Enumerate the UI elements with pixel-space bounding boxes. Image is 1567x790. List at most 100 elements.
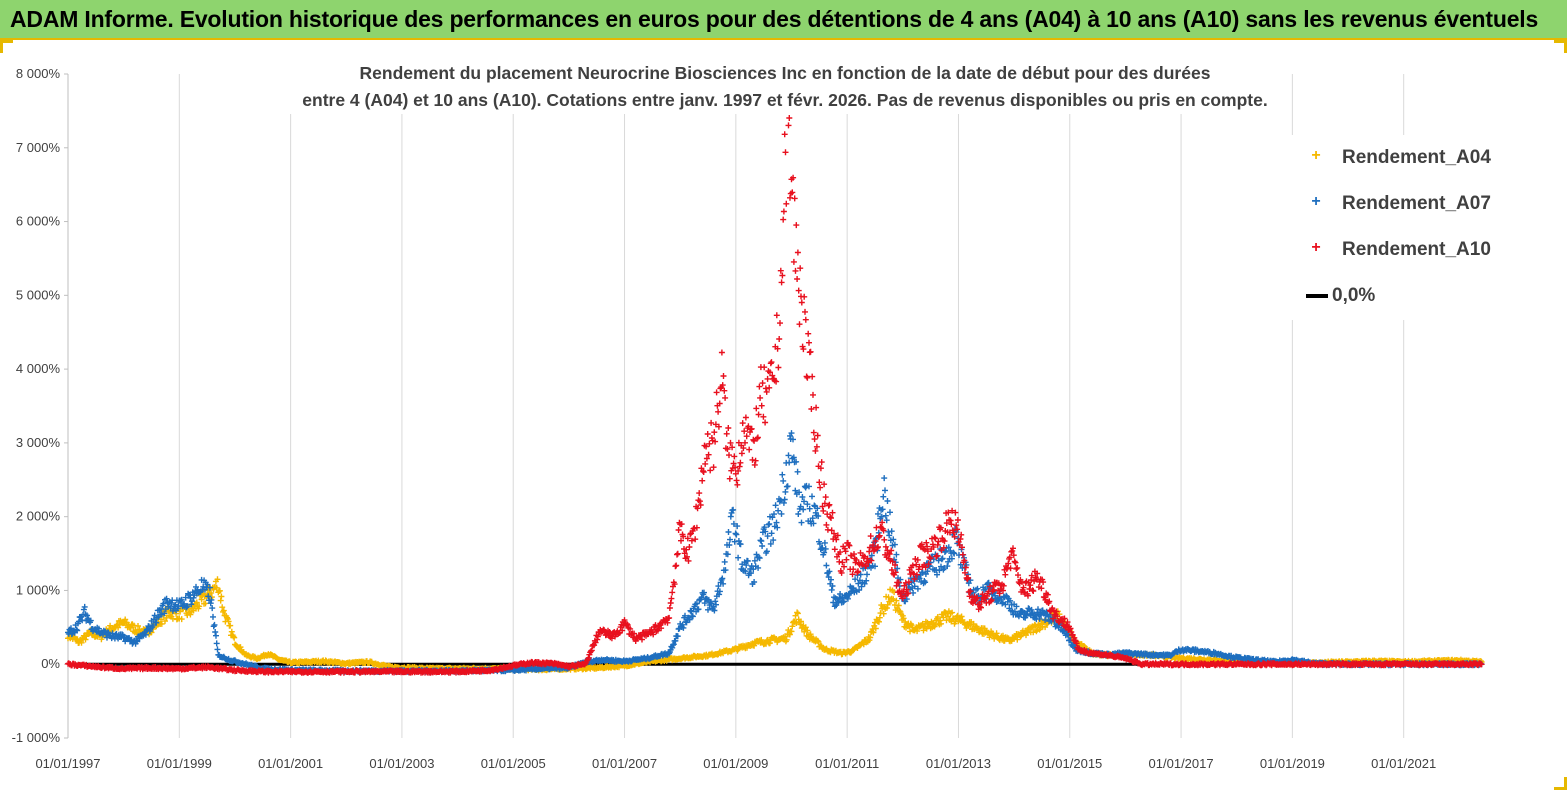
marker-a10 — [762, 419, 769, 426]
marker-a10 — [817, 484, 824, 491]
marker-a10 — [742, 414, 749, 421]
marker-a10 — [759, 380, 766, 387]
marker-a10 — [814, 432, 821, 439]
header-title: ADAM Informe. Evolution historique des p… — [10, 6, 1539, 32]
marker-a10 — [702, 460, 709, 467]
series-a10 — [65, 82, 1485, 676]
marker-a04 — [127, 624, 134, 631]
marker-a10 — [780, 208, 787, 215]
marker-a10 — [818, 459, 825, 466]
marker-a10 — [786, 115, 793, 121]
marker-a04 — [940, 614, 947, 621]
marker-a10 — [794, 249, 801, 256]
marker-a07 — [780, 477, 787, 484]
x-tick-label: 01/01/2007 — [592, 756, 657, 771]
marker-a10 — [674, 550, 681, 557]
marker-a10 — [776, 336, 783, 342]
marker-a10 — [746, 446, 753, 453]
marker-a10 — [954, 517, 961, 523]
marker-a10 — [738, 450, 745, 457]
marker-a07 — [768, 530, 775, 537]
series-layer — [65, 82, 1485, 676]
marker-a10 — [764, 375, 771, 382]
marker-a04 — [219, 604, 226, 611]
marker-a07 — [759, 543, 766, 549]
marker-a10 — [696, 490, 703, 497]
x-tick-label: 01/01/2015 — [1037, 756, 1102, 771]
y-tick-label: 2 000% — [16, 509, 61, 524]
marker-a07 — [782, 488, 789, 495]
marker-a10 — [710, 464, 717, 471]
marker-a10 — [806, 339, 812, 346]
marker-a10 — [778, 279, 785, 286]
marker-a04 — [884, 601, 891, 608]
marker-a10 — [674, 551, 680, 558]
marker-a10 — [809, 373, 816, 380]
marker-a04 — [804, 627, 811, 634]
marker-a10 — [810, 429, 817, 436]
marker-a10 — [1002, 571, 1009, 578]
marker-a10 — [715, 408, 722, 415]
marker-a04 — [82, 636, 89, 643]
marker-a04 — [914, 628, 921, 635]
marker-a04 — [193, 599, 200, 606]
marker-a10 — [811, 436, 818, 443]
marker-a04 — [213, 584, 220, 591]
marker-a07 — [766, 521, 773, 527]
marker-a04 — [934, 614, 941, 620]
marker-a07 — [798, 519, 805, 526]
marker-a04 — [208, 589, 215, 596]
axis-layer: 01/01/1997 01/01/1999 01/01/2001 01/01/2003… — [12, 66, 1437, 771]
marker-a10 — [798, 299, 805, 306]
marker-a07 — [785, 452, 792, 459]
marker-a04 — [783, 636, 790, 643]
marker-a10 — [826, 501, 833, 508]
marker-a04 — [794, 610, 801, 617]
marker-a07 — [212, 629, 219, 635]
marker-a04 — [204, 587, 211, 594]
marker-a10 — [795, 287, 802, 294]
marker-a04 — [196, 603, 203, 610]
marker-a04 — [231, 634, 238, 641]
marker-a10 — [752, 457, 759, 464]
marker-a10 — [790, 258, 797, 265]
marker-a04 — [198, 596, 205, 603]
marker-a04 — [230, 633, 237, 640]
marker-a10 — [807, 348, 814, 355]
marker-a04 — [162, 618, 168, 625]
marker-a04 — [958, 613, 965, 620]
marker-a07 — [828, 586, 835, 593]
marker-a10 — [802, 308, 808, 315]
marker-a10 — [881, 536, 888, 543]
marker-a07 — [210, 613, 216, 620]
marker-a07 — [794, 468, 801, 475]
x-tick-label: 01/01/2003 — [369, 756, 434, 771]
marker-a10 — [810, 391, 816, 398]
marker-a07 — [779, 471, 786, 478]
x-tick-label: 01/01/2001 — [258, 756, 323, 771]
marker-a10 — [796, 321, 803, 328]
marker-a07 — [809, 493, 815, 500]
marker-a04 — [876, 618, 882, 625]
y-tick-label: 4 000% — [16, 361, 61, 376]
marker-a04 — [225, 618, 232, 625]
marker-a04 — [945, 613, 952, 620]
marker-a04 — [798, 618, 804, 625]
marker-a10 — [932, 535, 939, 542]
marker-a04 — [867, 634, 874, 641]
marker-a04 — [993, 630, 1000, 637]
marker-a07 — [214, 646, 221, 653]
x-tick-label: 01/01/2009 — [703, 756, 768, 771]
marker-a10 — [828, 515, 834, 521]
marker-a07 — [938, 556, 945, 563]
marker-a04 — [786, 631, 793, 638]
marker-a10 — [867, 533, 874, 540]
marker-a07 — [882, 487, 888, 494]
marker-a10 — [768, 359, 775, 366]
marker-a04 — [801, 628, 808, 635]
marker-a04 — [163, 614, 170, 621]
marker-a04 — [202, 600, 209, 607]
marker-a10 — [757, 394, 764, 401]
marker-a04 — [178, 616, 185, 623]
marker-a10 — [675, 527, 682, 533]
